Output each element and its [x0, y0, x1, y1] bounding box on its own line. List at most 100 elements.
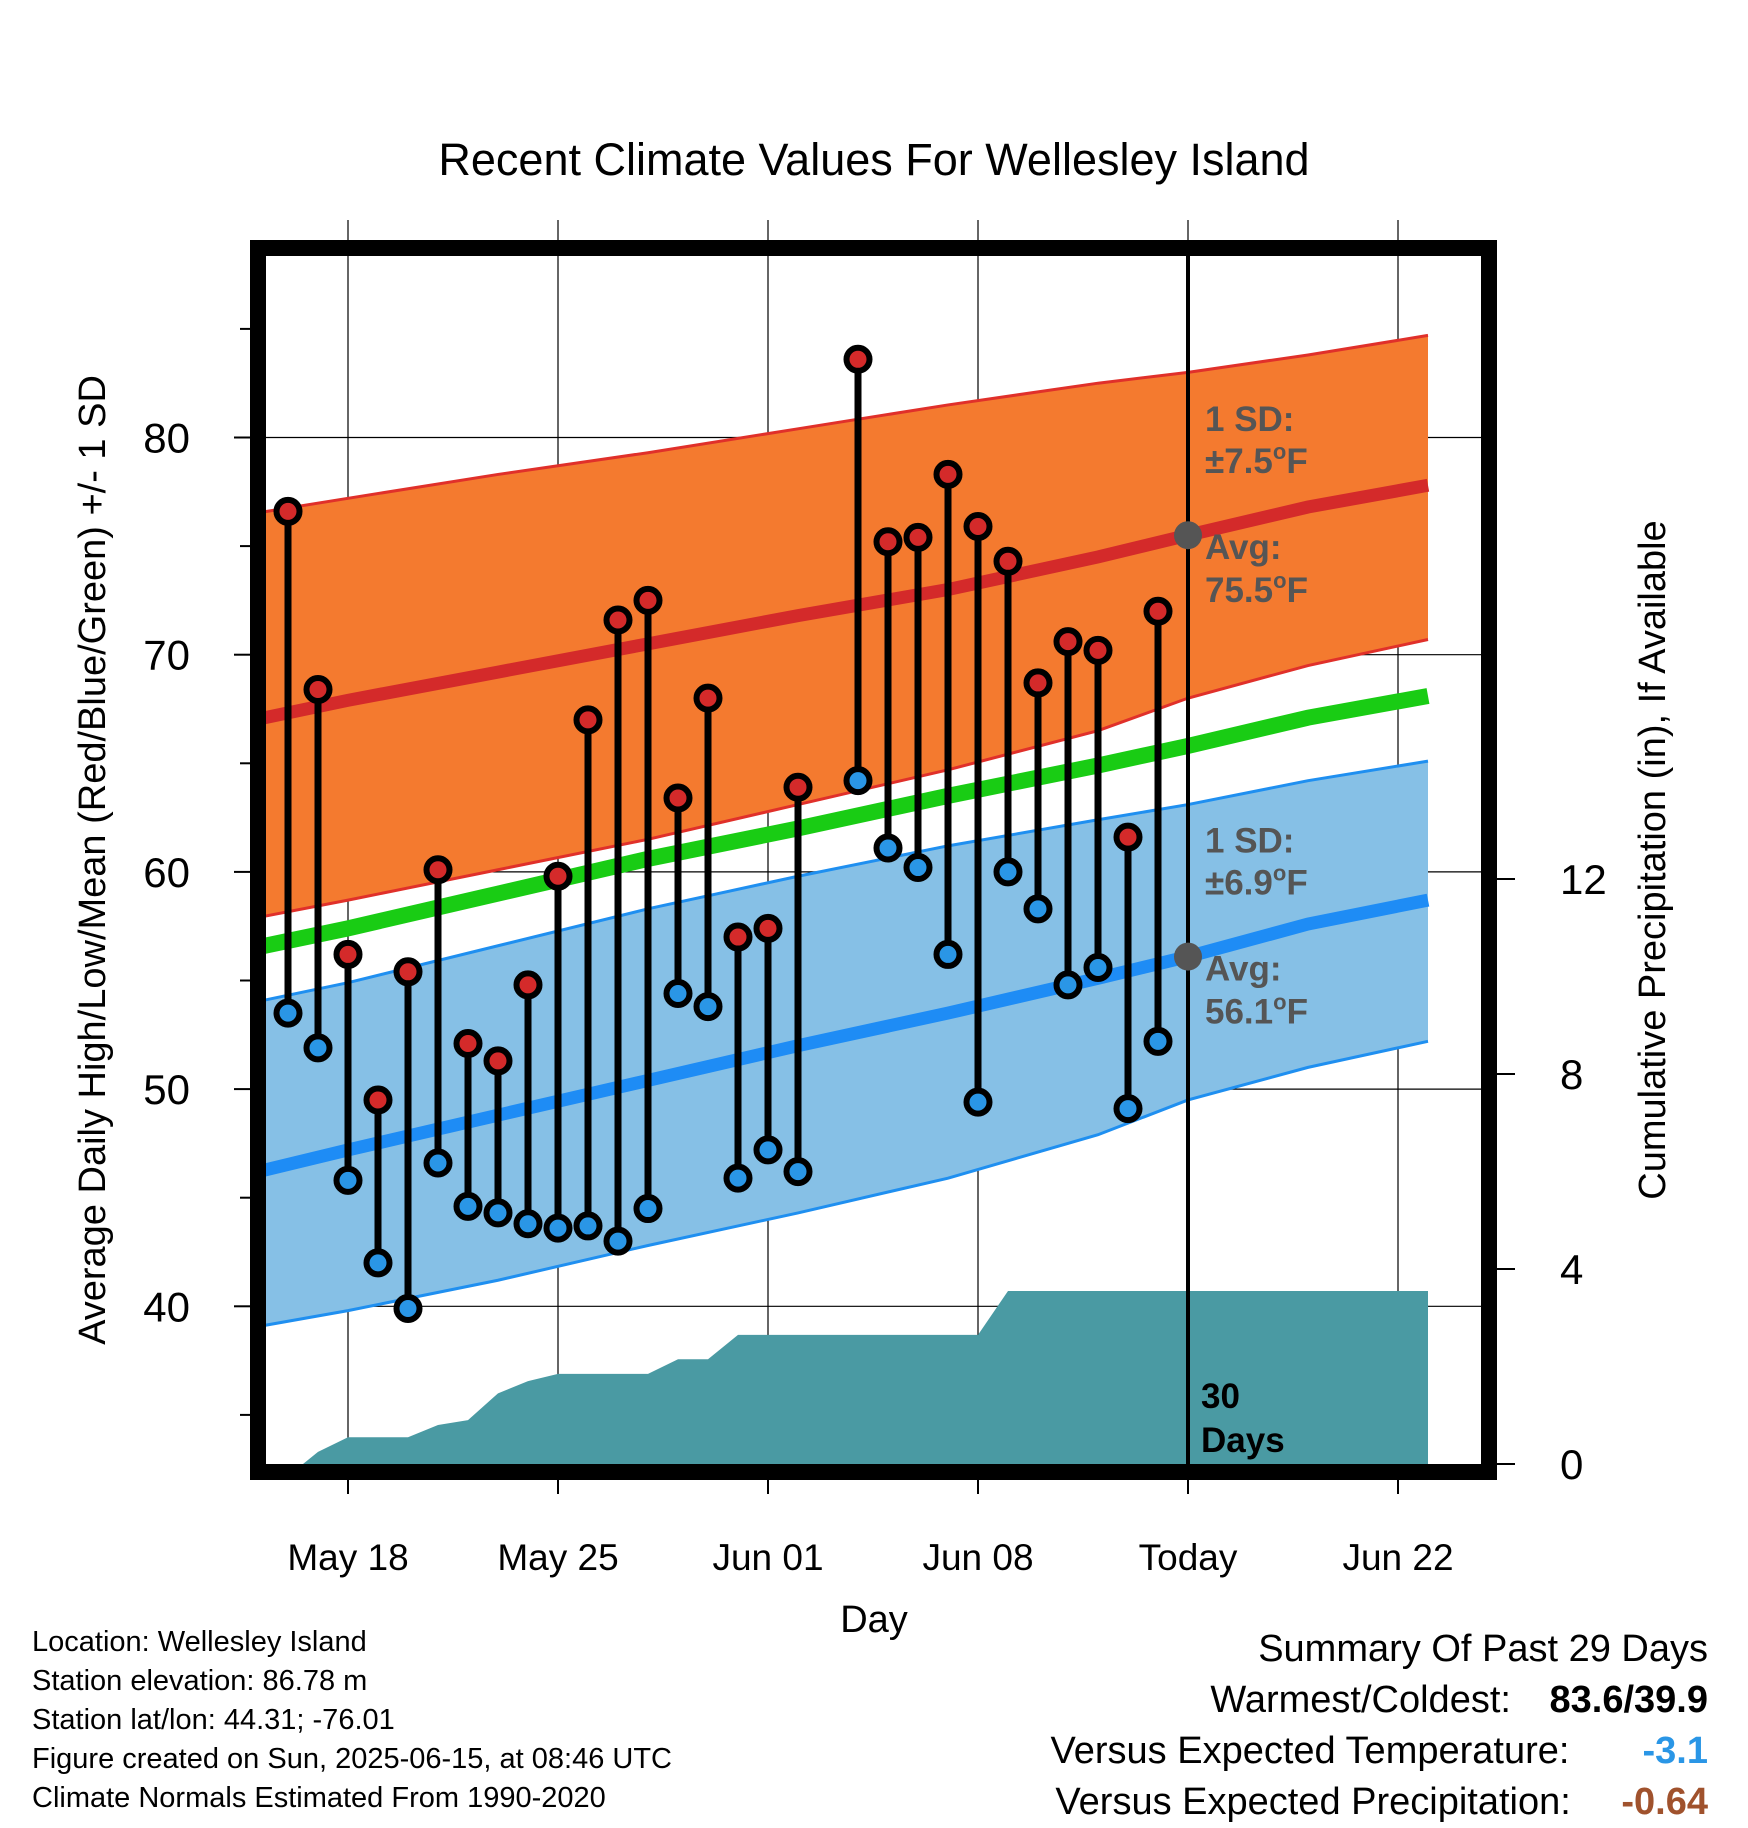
daily-high-point [1113, 822, 1143, 852]
daily-high-point [393, 957, 423, 987]
annotation-value: ±7.5oF [1205, 439, 1308, 481]
elevation-text: Station elevation: 86.78 m [32, 1665, 368, 1697]
daily-low-point [423, 1148, 453, 1178]
x-tick-label: Jun 08 [922, 1537, 1033, 1578]
warmest-coldest-label: Warmest/Coldest: [1210, 1679, 1511, 1721]
warmest-coldest-value: 83.6/39.9 [1549, 1679, 1708, 1721]
temp-departure-value: -3.1 [1642, 1730, 1708, 1772]
summary-panel: Summary Of Past 29 Days Warmest/Coldest:… [1051, 1624, 1708, 1828]
y-tick-label: 50 [143, 1066, 190, 1113]
summary-title: Summary Of Past 29 Days [1258, 1628, 1708, 1670]
daily-high-point [1143, 596, 1173, 626]
daily-high-point [483, 1046, 513, 1076]
daily-low-point [303, 1033, 333, 1063]
daily-low-point [723, 1163, 753, 1193]
station-info: Location: Wellesley Island Station eleva… [32, 1623, 672, 1818]
daily-low-point [663, 979, 693, 1009]
daily-high-point [1053, 627, 1083, 657]
daily-low-point [513, 1209, 543, 1239]
daily-low-point [993, 857, 1023, 887]
cumulative-precip-area [303, 1290, 1428, 1464]
daily-low-point [1083, 952, 1113, 982]
daily-low-point [1143, 1026, 1173, 1056]
y-tick-label: 40 [143, 1283, 190, 1330]
daily-high-point [933, 459, 963, 489]
chart-title: Recent Climate Values For Wellesley Isla… [438, 134, 1309, 185]
daily-high-point [453, 1028, 483, 1058]
daily-range-stems [273, 344, 1173, 1323]
daily-low-point [333, 1165, 363, 1195]
daily-high-point [303, 674, 333, 704]
daily-low-point [573, 1211, 603, 1241]
annotation-label: Avg: [1205, 528, 1281, 567]
daily-high-point [423, 855, 453, 885]
x-tick-label: Jun 01 [712, 1537, 823, 1578]
daily-high-point [693, 683, 723, 713]
precip-departure-value: -0.64 [1621, 1781, 1708, 1823]
annotation-value: 56.1oF [1205, 990, 1308, 1032]
precipitation-area [303, 1290, 1428, 1464]
daily-low-point [633, 1194, 663, 1224]
annotation-label: Avg: [1205, 950, 1281, 989]
daily-high-point [603, 605, 633, 635]
high-lower-edge [258, 638, 1429, 920]
daily-high-point [663, 783, 693, 813]
daily-high-point [363, 1085, 393, 1115]
y2-tick-label: 0 [1560, 1441, 1583, 1488]
daily-low-point [873, 833, 903, 863]
normal-mean-line [258, 688, 1430, 956]
x-tick-label: Jun 22 [1342, 1537, 1453, 1578]
y2-tick-label: 4 [1560, 1246, 1583, 1293]
x-axis-label: Day [840, 1599, 908, 1641]
normal-avg-marker [1174, 521, 1202, 550]
daily-low-point [843, 766, 873, 796]
daily-low-point [693, 992, 723, 1022]
daily-high-point [843, 344, 873, 374]
daily-low-point [933, 939, 963, 969]
daily-high-point [543, 861, 573, 891]
daily-low-point [453, 1191, 483, 1221]
daily-low-point [483, 1198, 513, 1228]
daily-high-point [963, 512, 993, 542]
high-upper-edge [258, 333, 1429, 515]
daily-high-point [513, 970, 543, 1000]
daily-low-point [393, 1293, 423, 1323]
y2-tick-label: 8 [1560, 1051, 1583, 1098]
axes: May 18 May 25 Jun 01 Jun 08 Today Jun 2240506… [143, 327, 1607, 1578]
y-axis-label: Average Daily High/Low/Mean (Red/Blue/Gr… [72, 375, 114, 1345]
daily-low-point [903, 853, 933, 883]
y-tick-label: 70 [143, 632, 190, 679]
daily-low-point [273, 998, 303, 1028]
annotation-label: 1 SD: [1205, 822, 1294, 861]
location-text: Location: Wellesley Island [32, 1626, 367, 1658]
low-sd-band [258, 761, 1428, 1327]
daily-high-point [573, 705, 603, 735]
daily-high-point [1023, 668, 1053, 698]
normal-low-line [258, 893, 1430, 1179]
daily-low-point [1113, 1094, 1143, 1124]
daily-low-point [753, 1135, 783, 1165]
precip-departure-label: Versus Expected Precipitation: [1055, 1781, 1571, 1823]
normal-avg-marker [1174, 942, 1202, 971]
daily-high-point [753, 913, 783, 943]
temp-departure-label: Versus Expected Temperature: [1050, 1730, 1570, 1772]
daily-low-point [783, 1157, 813, 1187]
normals-text: Climate Normals Estimated From 1990-2020 [32, 1782, 606, 1814]
daily-high-point [723, 922, 753, 952]
today-days-label: Days [1201, 1421, 1285, 1460]
annotation-label: 1 SD: [1205, 400, 1294, 439]
y2-tick-label: 12 [1560, 856, 1607, 903]
today-days-label: 30 [1201, 1377, 1240, 1416]
latlon-text: Station lat/lon: 44.31; -76.01 [32, 1704, 395, 1736]
plot-frame [250, 240, 1497, 1480]
x-tick-label: May 18 [287, 1537, 408, 1578]
low-lower-edge [258, 1039, 1429, 1329]
daily-low-point [363, 1248, 393, 1278]
daily-high-point [273, 496, 303, 526]
today-marker: 30 Days [1186, 255, 1285, 1464]
daily-high-point [783, 772, 813, 802]
x-tick-label: May 25 [497, 1537, 618, 1578]
low-upper-edge [258, 759, 1429, 1004]
